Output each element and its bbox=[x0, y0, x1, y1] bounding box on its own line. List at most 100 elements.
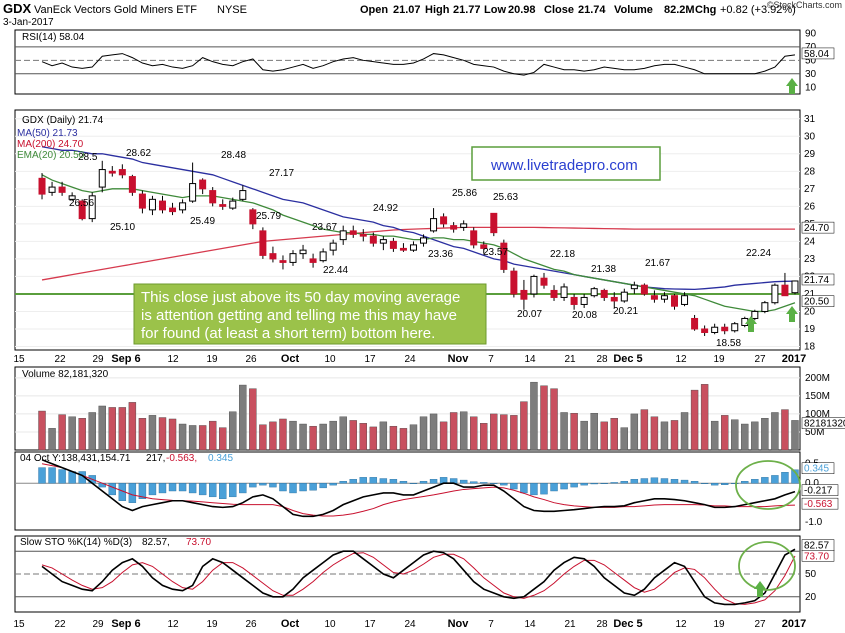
price-panel: 1819202122232425262728293031 28.6228.526… bbox=[15, 114, 816, 352]
note-line-2: is attention getting and telling me this… bbox=[141, 307, 457, 324]
macd-hist-bar bbox=[670, 479, 679, 484]
x-axis-bottom-label: Nov bbox=[448, 618, 470, 630]
x-axis-bottom-label: 24 bbox=[404, 619, 416, 630]
candle-body bbox=[58, 186, 66, 193]
rsi-line bbox=[41, 53, 796, 76]
candle-body bbox=[289, 253, 297, 263]
volume-bar bbox=[219, 427, 227, 451]
macd-hist-bar bbox=[48, 467, 56, 484]
x-axis-top-label: Nov bbox=[448, 353, 470, 365]
price-annotation: 22.18 bbox=[550, 249, 575, 260]
macd-hist-bar bbox=[148, 483, 157, 496]
macd-hist-bar bbox=[138, 483, 147, 500]
macd-signal-box: -0.563 bbox=[804, 499, 833, 510]
candle-body bbox=[379, 239, 387, 244]
candle-body bbox=[108, 170, 116, 174]
volume-bar bbox=[590, 412, 598, 451]
candle-body bbox=[199, 179, 207, 190]
x-axis-bottom-label: 17 bbox=[364, 619, 376, 630]
macd-hist-bar bbox=[198, 483, 207, 496]
x-axis-top-label: 22 bbox=[54, 354, 66, 365]
x-axis-bottom-label: 26 bbox=[245, 619, 257, 630]
macd-hist-bar bbox=[690, 481, 699, 484]
price-annotation: 28.48 bbox=[221, 150, 246, 161]
price-tick-label: 21 bbox=[804, 289, 816, 300]
candle-body bbox=[78, 200, 86, 220]
volume-bar bbox=[88, 412, 96, 451]
candle-body bbox=[470, 230, 478, 246]
candle-body bbox=[590, 288, 598, 297]
candle-body bbox=[660, 295, 668, 300]
candle-body bbox=[701, 328, 709, 333]
price-annotation: 28.5 bbox=[78, 152, 98, 163]
close-value: 21.74 bbox=[578, 4, 606, 16]
volume-bar bbox=[289, 420, 297, 451]
candle-body bbox=[269, 253, 277, 260]
candle-body bbox=[249, 209, 257, 225]
x-axis-top-label: 24 bbox=[404, 354, 416, 365]
macd-panel: 0.50.0-0.5-1.0 04 Oct Y:138,431,154.71 2… bbox=[15, 453, 823, 528]
high-value: 21.77 bbox=[453, 4, 481, 16]
candle-body bbox=[430, 218, 438, 232]
brand-logo: ©StockCharts.com bbox=[767, 0, 842, 10]
macd-hist-bar bbox=[761, 477, 769, 484]
panel-frame-rsi bbox=[14, 29, 801, 95]
candle-body bbox=[179, 202, 187, 211]
price-tick-label: 31 bbox=[804, 114, 816, 125]
macd-hist-bar bbox=[429, 479, 438, 484]
macd-hist-bar bbox=[239, 483, 247, 494]
exchange: NYSE bbox=[217, 4, 247, 16]
volume-bar bbox=[359, 423, 367, 451]
volume-bar bbox=[148, 415, 157, 451]
volume-bar bbox=[710, 420, 719, 451]
candle-body bbox=[88, 195, 96, 220]
price-annotation: 28.62 bbox=[126, 148, 151, 159]
volume-bar bbox=[48, 428, 56, 451]
macd-hist-bar bbox=[741, 481, 749, 484]
candle-body bbox=[691, 317, 699, 330]
macd-hist-bar bbox=[630, 479, 639, 484]
price-annotation: 25.10 bbox=[110, 222, 135, 233]
macd-label-a: 04 Oct Y:138,431,154.71 bbox=[20, 453, 131, 464]
x-axis-top-label: 21 bbox=[564, 354, 576, 365]
x-axis-top-label: 28 bbox=[596, 354, 608, 365]
macd-hist-bar bbox=[419, 481, 428, 484]
candle-body bbox=[219, 204, 227, 207]
rsi-panel: RSI(14) 58.04 90 70 50 30 10 bbox=[15, 28, 817, 93]
candle-body bbox=[189, 183, 197, 202]
volume-bar bbox=[700, 384, 709, 451]
macd-hist-bar bbox=[208, 483, 217, 498]
price-annotation: 20.07 bbox=[517, 309, 542, 320]
x-axis-top-label: Oct bbox=[281, 353, 300, 365]
volume-bar bbox=[198, 425, 207, 451]
rsi-label: RSI(14) 58.04 bbox=[22, 32, 85, 43]
x-axis-top-label: 19 bbox=[206, 354, 218, 365]
volume-bar bbox=[690, 389, 699, 451]
macd-hist-bar bbox=[640, 478, 649, 484]
x-axis-bottom-label: 27 bbox=[754, 619, 766, 630]
macd-hist-bar bbox=[520, 483, 528, 494]
sto-k-box: 82.57 bbox=[804, 541, 829, 552]
volume-bar bbox=[429, 413, 438, 451]
volume-bar bbox=[550, 388, 558, 451]
macd-hist-bar bbox=[188, 483, 197, 494]
macd-hist-bar bbox=[58, 469, 66, 484]
macd-hist-bar bbox=[580, 483, 588, 486]
macd-hist-bar bbox=[751, 479, 759, 484]
candle-body bbox=[239, 190, 247, 200]
rsi-tick-label: 30 bbox=[805, 69, 817, 80]
watermark-box bbox=[471, 146, 661, 181]
macd-hist-bar bbox=[359, 477, 367, 484]
ema20-value-box: 20.50 bbox=[804, 297, 829, 308]
candle-body bbox=[600, 289, 608, 298]
sto-d-box-bg bbox=[801, 550, 835, 562]
candle-body bbox=[98, 169, 106, 188]
macd-hist-box-bg bbox=[801, 462, 835, 474]
note-box bbox=[133, 283, 487, 345]
volume-tick-label: 150M bbox=[805, 391, 830, 402]
sto-tick-label: 20 bbox=[805, 592, 817, 603]
candle-body bbox=[259, 230, 267, 256]
volume-value: 82.2M bbox=[664, 4, 695, 16]
macd-hist-bar bbox=[329, 483, 337, 486]
